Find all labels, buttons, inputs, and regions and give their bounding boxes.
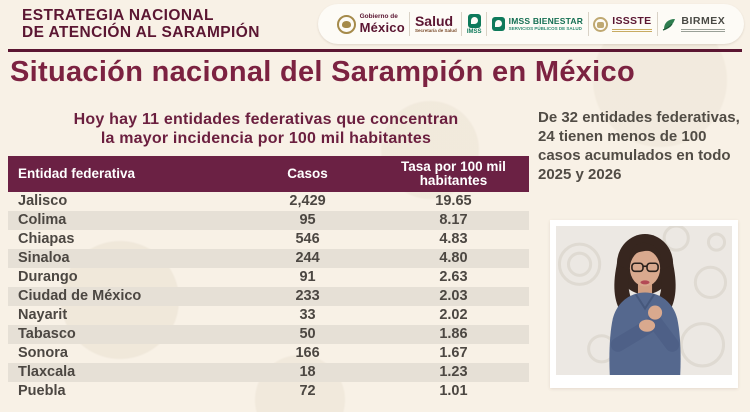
cell-casos: 95 [299, 212, 316, 228]
cell-tasa: 4.80 [439, 250, 468, 266]
cell-casos: 91 [299, 269, 316, 285]
cell-tasa: 2.03 [439, 288, 468, 304]
cell-entidad: Nayarit [18, 307, 68, 323]
imss-bienestar-sublabel: SERVICIOS PÚBLICOS DE SALUD [508, 26, 582, 31]
strategy-heading: ESTRATEGIA NACIONAL DE ATENCIÓN AL SARAM… [22, 7, 260, 41]
strategy-heading-line2: DE ATENCIÓN AL SARAMPIÓN [22, 24, 260, 41]
table-subtitle: Hoy hay 11 entidades federativas que con… [0, 110, 532, 148]
table-row: Sonora 166 1.67 [8, 344, 529, 363]
logo-issste: ISSSTE [593, 15, 653, 32]
table-row: Jalisco 2,429 19.65 [8, 192, 529, 211]
cell-casos: 166 [295, 345, 320, 361]
cell-tasa: 2.02 [439, 307, 468, 323]
cell-casos: 546 [295, 231, 320, 247]
cell-entidad: Sinaloa [18, 250, 70, 266]
table-row: Nayarit 33 2.02 [8, 306, 529, 325]
logo-salud: Salud Secretaría de Salud [415, 14, 457, 34]
side-note: De 32 entidades federativas, 24 tienen m… [538, 109, 740, 183]
cell-entidad: Tabasco [18, 326, 76, 342]
cell-casos: 72 [299, 383, 316, 399]
cell-casos: 244 [295, 250, 320, 266]
issste-sublabel-lines [612, 28, 653, 32]
birmex-sublabel-lines [681, 28, 726, 32]
cell-entidad: Durango [18, 269, 78, 285]
cell-tasa: 4.83 [439, 231, 468, 247]
cell-tasa: 1.86 [439, 326, 468, 342]
column-header-casos: Casos [237, 156, 378, 192]
logo-divider [461, 12, 463, 36]
cell-casos: 2,429 [289, 193, 326, 209]
cell-entidad: Sonora [18, 345, 68, 361]
cases-table-header: Entidad federativa Casos Tasa por 100 mi… [8, 156, 529, 192]
cell-casos: 233 [295, 288, 320, 304]
imss-bienestar-label: IMSS BIENESTAR [508, 15, 584, 26]
imss-bienestar-emblem-icon [491, 17, 505, 31]
cell-casos: 33 [299, 307, 316, 323]
cell-entidad: Chiapas [18, 231, 75, 247]
logo-divider [656, 12, 658, 36]
cell-tasa: 1.01 [439, 383, 468, 399]
table-row: Tlaxcala 18 1.23 [8, 363, 529, 382]
salud-sublabel: Secretaría de Salud [414, 28, 457, 34]
issste-emblem-icon [593, 16, 609, 32]
table-row: Chiapas 546 4.83 [8, 230, 529, 249]
table-row: Tabasco 50 1.86 [8, 325, 529, 344]
gobierno-label-bottom: México [359, 19, 405, 35]
birmex-label: BIRMEX [681, 15, 726, 28]
cell-entidad: Ciudad de México [18, 288, 142, 304]
institutions-logo-bar: Gobierno de México Salud Secretaría de S… [318, 4, 744, 44]
gobierno-label-top: Gobierno de [359, 13, 398, 21]
logo-divider [587, 12, 589, 36]
sign-language-interpreter-illustration [556, 226, 732, 375]
cell-entidad: Puebla [18, 383, 66, 399]
table-row: Ciudad de México 233 2.03 [8, 287, 529, 306]
imss-label: IMSS [466, 28, 482, 35]
table-row: Durango 91 2.63 [8, 268, 529, 287]
cases-table: Entidad federativa Casos Tasa por 100 mi… [8, 156, 529, 401]
header-divider-line [8, 49, 742, 52]
birmex-leaf-icon [663, 19, 676, 31]
sign-language-interpreter-video [550, 220, 738, 388]
cell-entidad: Tlaxcala [18, 364, 76, 380]
table-subtitle-line1: Hoy hay 11 entidades federativas que con… [73, 111, 459, 128]
logo-gobierno-de-mexico: Gobierno de México [336, 13, 405, 35]
cell-tasa: 19.65 [435, 193, 472, 209]
table-row: Colima 95 8.17 [8, 211, 529, 230]
cell-tasa: 2.63 [439, 269, 468, 285]
interpreter-photo [556, 226, 732, 375]
page-title: Situación nacional del Sarampión en Méxi… [10, 56, 635, 88]
cell-casos: 18 [299, 364, 316, 380]
column-header-entidad: Entidad federativa [8, 156, 238, 192]
strategy-heading-line1: ESTRATEGIA NACIONAL [22, 7, 214, 24]
table-row: Sinaloa 244 4.80 [8, 249, 529, 268]
issste-label: ISSSTE [612, 15, 652, 28]
cell-casos: 50 [299, 326, 316, 342]
logo-divider [409, 12, 411, 36]
cell-tasa: 1.23 [439, 364, 468, 380]
gobierno-eagle-icon [336, 14, 356, 34]
table-subtitle-line2: la mayor incidencia por 100 mil habitant… [100, 130, 432, 147]
logo-birmex: BIRMEX [662, 15, 726, 32]
cell-entidad: Colima [18, 212, 67, 228]
imss-emblem-icon [467, 13, 481, 28]
column-header-tasa: Tasa por 100 mil habitantes [377, 156, 529, 192]
logo-divider [486, 12, 488, 36]
logo-imss-bienestar: IMSS BIENESTAR SERVICIOS PÚBLICOS DE SAL… [491, 15, 584, 32]
logo-imss: IMSS [466, 13, 482, 35]
cell-tasa: 8.17 [439, 212, 468, 228]
cases-table-body: Jalisco 2,429 19.65 Colima 95 8.17 Chiapas 54… [8, 192, 529, 401]
cell-entidad: Jalisco [18, 193, 68, 209]
cell-tasa: 1.67 [439, 345, 468, 361]
salud-label: Salud [414, 13, 454, 30]
table-row: Puebla 72 1.01 [8, 382, 529, 401]
